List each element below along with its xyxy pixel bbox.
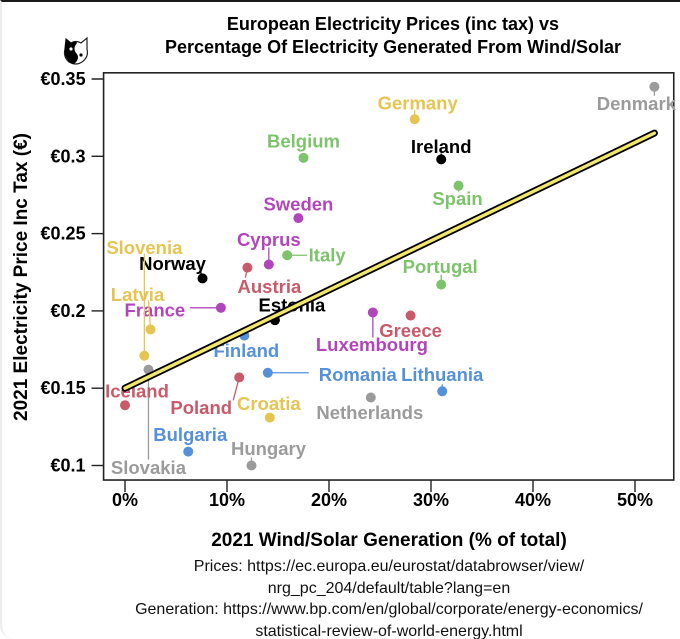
axes: €0.1 €0.15 €0.2 €0.25 €0.3 €0.35 0% 10% 20% 30% 40… <box>41 69 675 510</box>
point-label-netherlands: Netherlands <box>316 402 423 423</box>
x-tick-label: 30% <box>413 490 449 510</box>
trend-line <box>123 131 657 390</box>
point-label-iceland: Iceland <box>105 381 169 402</box>
logo-icon <box>63 36 89 65</box>
y-tick-label: €0.2 <box>51 301 86 321</box>
chart-title-line-1: European Electricity Prices (inc tax) vs <box>227 14 559 34</box>
point-cyprus[interactable] <box>263 259 274 270</box>
y-tick-label: €0.15 <box>41 378 86 398</box>
point-lithuania[interactable] <box>437 386 448 397</box>
x-tick-label: 0% <box>112 490 138 510</box>
point-italy[interactable] <box>282 250 293 261</box>
source-line-4: statistical-review-of-world-energy.html <box>255 623 522 639</box>
point-croatia[interactable] <box>264 412 275 423</box>
point-label-slovakia: Slovakia <box>111 457 187 478</box>
point-luxembourg[interactable] <box>367 307 378 318</box>
point-label-ireland: Ireland <box>411 136 472 157</box>
point-latvia[interactable] <box>145 324 156 335</box>
plot-frame <box>102 72 675 481</box>
y-tick-label: €0.35 <box>41 69 86 89</box>
point-label-romania: Romania <box>319 364 398 385</box>
point-label-finland: Finland <box>213 340 279 361</box>
point-portugal[interactable] <box>436 279 447 290</box>
point-label-sweden: Sweden <box>263 194 333 215</box>
y-tick-label: €0.1 <box>51 456 86 476</box>
point-greece[interactable] <box>405 310 416 321</box>
point-label-austria: Austria <box>238 276 302 297</box>
x-tick-label: 50% <box>617 490 653 510</box>
trend-line-group <box>121 129 658 392</box>
point-label-denmark: Denmark <box>597 93 677 114</box>
x-axis-title: 2021 Wind/Solar Generation (% of total) <box>211 530 567 551</box>
source-line-1: Prices: https://ec.europa.eu/eurostat/da… <box>194 558 585 575</box>
point-label-hungary: Hungary <box>231 438 307 459</box>
y-axis-title: 2021 Electricity Price Inc Tax (€) <box>11 133 32 421</box>
point-label-croatia: Croatia <box>237 393 301 414</box>
y-tick-label: €0.25 <box>41 224 86 244</box>
point-iceland[interactable] <box>120 400 130 411</box>
x-tick-label: 40% <box>515 490 551 510</box>
point-label-bulgaria: Bulgaria <box>153 424 228 445</box>
point-romania[interactable] <box>262 367 273 378</box>
point-label-slovenia: Slovenia <box>106 237 183 258</box>
source-line-3: Generation: https://www.bp.com/en/global… <box>135 601 643 618</box>
point-denmark[interactable] <box>649 81 660 92</box>
point-label-poland: Poland <box>170 397 232 418</box>
point-label-lithuania: Lithuania <box>401 364 484 385</box>
point-label-greece: Greece <box>379 320 442 341</box>
point-label-cyprus: Cyprus <box>237 229 301 250</box>
point-label-spain: Spain <box>432 188 482 209</box>
point-germany[interactable] <box>409 114 420 125</box>
point-label-latvia: Latvia <box>111 284 165 305</box>
point-poland[interactable] <box>234 372 245 383</box>
point-slovenia[interactable] <box>139 350 150 361</box>
chart-title-line-2: Percentage Of Electricity Generated From… <box>165 37 621 57</box>
data-marks: Denmark Germany Ireland Spain Portugal Belgiu… <box>105 81 677 478</box>
source-line-2: nrg_pc_204/default/table?lang=en <box>268 580 510 597</box>
point-norway[interactable] <box>197 273 208 284</box>
point-label-france: France <box>125 299 186 320</box>
point-label-belgium: Belgium <box>267 130 340 151</box>
point-label-luxembourg: Luxembourg <box>316 334 428 355</box>
point-france[interactable] <box>215 302 226 313</box>
x-tick-label: 10% <box>209 490 245 510</box>
point-austria[interactable] <box>242 262 253 273</box>
point-spain[interactable] <box>453 180 464 191</box>
point-ireland[interactable] <box>436 154 447 165</box>
point-label-portugal: Portugal <box>403 256 478 277</box>
point-bulgaria[interactable] <box>183 446 194 457</box>
point-label-germany: Germany <box>378 93 459 114</box>
point-label-norway: Norway <box>139 253 207 274</box>
point-belgium[interactable] <box>298 152 309 163</box>
x-tick-label: 20% <box>311 490 347 510</box>
point-netherlands[interactable] <box>365 392 376 403</box>
point-label-italy: Italy <box>309 245 347 266</box>
point-sweden[interactable] <box>293 213 304 224</box>
y-tick-label: €0.3 <box>51 146 86 166</box>
point-hungary[interactable] <box>246 460 257 471</box>
